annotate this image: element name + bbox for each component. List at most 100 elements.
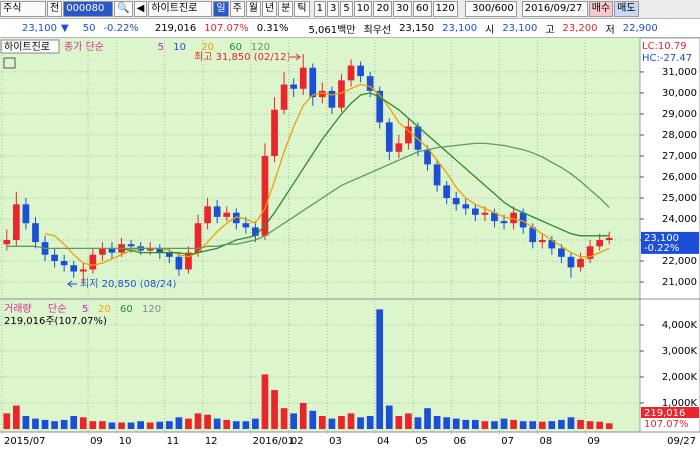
volume-pct: 107.07%	[204, 22, 249, 34]
x-tick-label: 10	[119, 436, 132, 447]
volume-bar	[510, 419, 517, 429]
sound-button[interactable]: ◀	[133, 1, 148, 17]
candle-body	[51, 254, 58, 262]
x-tick-label: 07	[501, 436, 514, 447]
period-button[interactable]: 분	[278, 1, 294, 17]
candle-body	[586, 246, 594, 259]
volume-bar	[462, 419, 470, 429]
high: 23,200	[562, 22, 598, 34]
period-button[interactable]: 일	[213, 1, 229, 17]
candle-body	[385, 122, 393, 152]
candle-body	[290, 84, 298, 89]
candle-body	[70, 265, 78, 272]
interval-button[interactable]: 20	[373, 1, 393, 17]
volume-bar	[60, 419, 68, 429]
volume-bar	[567, 417, 575, 429]
mode-select[interactable]: 전	[47, 1, 63, 17]
candle-body	[261, 155, 269, 236]
interval-button[interactable]: 10	[353, 1, 373, 17]
y-tick-label: 3,000K	[662, 346, 698, 357]
y-tick-label: 27,000	[662, 151, 697, 162]
high-annotation: 최고 31,850 (02/12)	[194, 51, 290, 63]
x-tick-label: 04	[377, 436, 390, 447]
sell-button[interactable]: 매도	[614, 1, 639, 17]
y-tick-label: 31,000	[662, 67, 697, 78]
low-label: 저	[605, 24, 615, 36]
candle-body	[433, 164, 441, 186]
legend-entry: 120	[142, 304, 161, 315]
candle-body	[12, 204, 20, 241]
period-button[interactable]: 월	[245, 1, 261, 17]
volume: 219,016	[154, 22, 197, 34]
x-tick-label: 12	[205, 436, 218, 447]
candle-body	[577, 258, 584, 268]
code-input[interactable]: 000080	[63, 1, 114, 17]
volume-bar	[366, 415, 374, 429]
y-tick-label: 2,000K	[662, 372, 698, 383]
candle-body	[32, 223, 39, 243]
period-button[interactable]: 주	[229, 1, 245, 17]
legend-entry: 5	[158, 42, 164, 53]
candle-body	[567, 256, 575, 268]
candle-body	[252, 227, 259, 236]
candle-body	[22, 204, 30, 224]
interval-button[interactable]: 1	[313, 1, 326, 17]
volume-bar	[605, 423, 613, 429]
x-tick-label: 2015/07	[4, 436, 46, 447]
candle-body	[318, 90, 326, 98]
market-select[interactable]: 주식	[0, 1, 46, 17]
count-input[interactable]: 300/600	[464, 1, 517, 17]
candle-body	[548, 240, 556, 249]
volume-title: 거래량	[4, 303, 32, 315]
count: 300	[472, 3, 492, 14]
volume-bar	[529, 421, 537, 429]
low-annotation: 최저 20,850 (08/24)	[80, 278, 176, 290]
volume-bar	[376, 309, 384, 429]
y-tick-label: 22,000	[662, 256, 697, 267]
candle-body	[471, 208, 479, 215]
search-button[interactable]: 🔍	[114, 1, 133, 17]
volume-ma-title: 단순	[48, 303, 66, 315]
candle-body	[127, 244, 135, 247]
interval-button[interactable]: 60	[412, 1, 432, 17]
candle-body	[3, 240, 11, 245]
lc-label: LC:10.79	[642, 41, 687, 52]
period-button[interactable]: 년	[261, 1, 278, 17]
y-tick-label: 21,000	[662, 277, 697, 288]
interval-button[interactable]: 30	[393, 1, 412, 17]
interval-button[interactable]: 5	[340, 1, 353, 17]
volume-bar	[596, 421, 604, 429]
candle-body	[213, 206, 221, 217]
volume-bar	[242, 421, 250, 429]
volume-bar	[385, 405, 393, 429]
interval-button[interactable]: 120	[432, 1, 458, 17]
ma-line	[121, 92, 610, 256]
candle-body	[309, 67, 317, 98]
date-input[interactable]: 2016/09/27	[521, 1, 588, 17]
interval-button[interactable]: 3	[326, 1, 340, 17]
candle-body	[424, 149, 431, 165]
candle-body	[395, 143, 403, 152]
candle-body	[338, 80, 345, 108]
low: 22,900	[622, 22, 658, 34]
volume-bar	[213, 418, 221, 429]
x-tick-label: 06	[453, 436, 466, 447]
volume-bar	[204, 414, 211, 429]
volume-bar	[185, 418, 192, 429]
period-button[interactable]: 틱	[294, 1, 310, 17]
volume-bar	[338, 415, 345, 429]
change-pct: -0.22%	[103, 22, 139, 34]
candle-body	[481, 212, 489, 215]
volume-bar	[41, 419, 49, 429]
turnover: 0.31%	[256, 22, 289, 34]
volume-bar	[452, 418, 460, 429]
buy-button[interactable]: 매수	[588, 1, 614, 17]
volume-bar	[357, 417, 364, 429]
legend-entry: 120	[251, 42, 270, 53]
volume-bar	[70, 415, 78, 429]
grid-layer	[0, 40, 640, 436]
ask: 23,150	[399, 22, 435, 34]
y-tick-label: 30,000	[662, 88, 697, 99]
candle-body	[414, 126, 422, 150]
candle-body	[232, 212, 240, 224]
